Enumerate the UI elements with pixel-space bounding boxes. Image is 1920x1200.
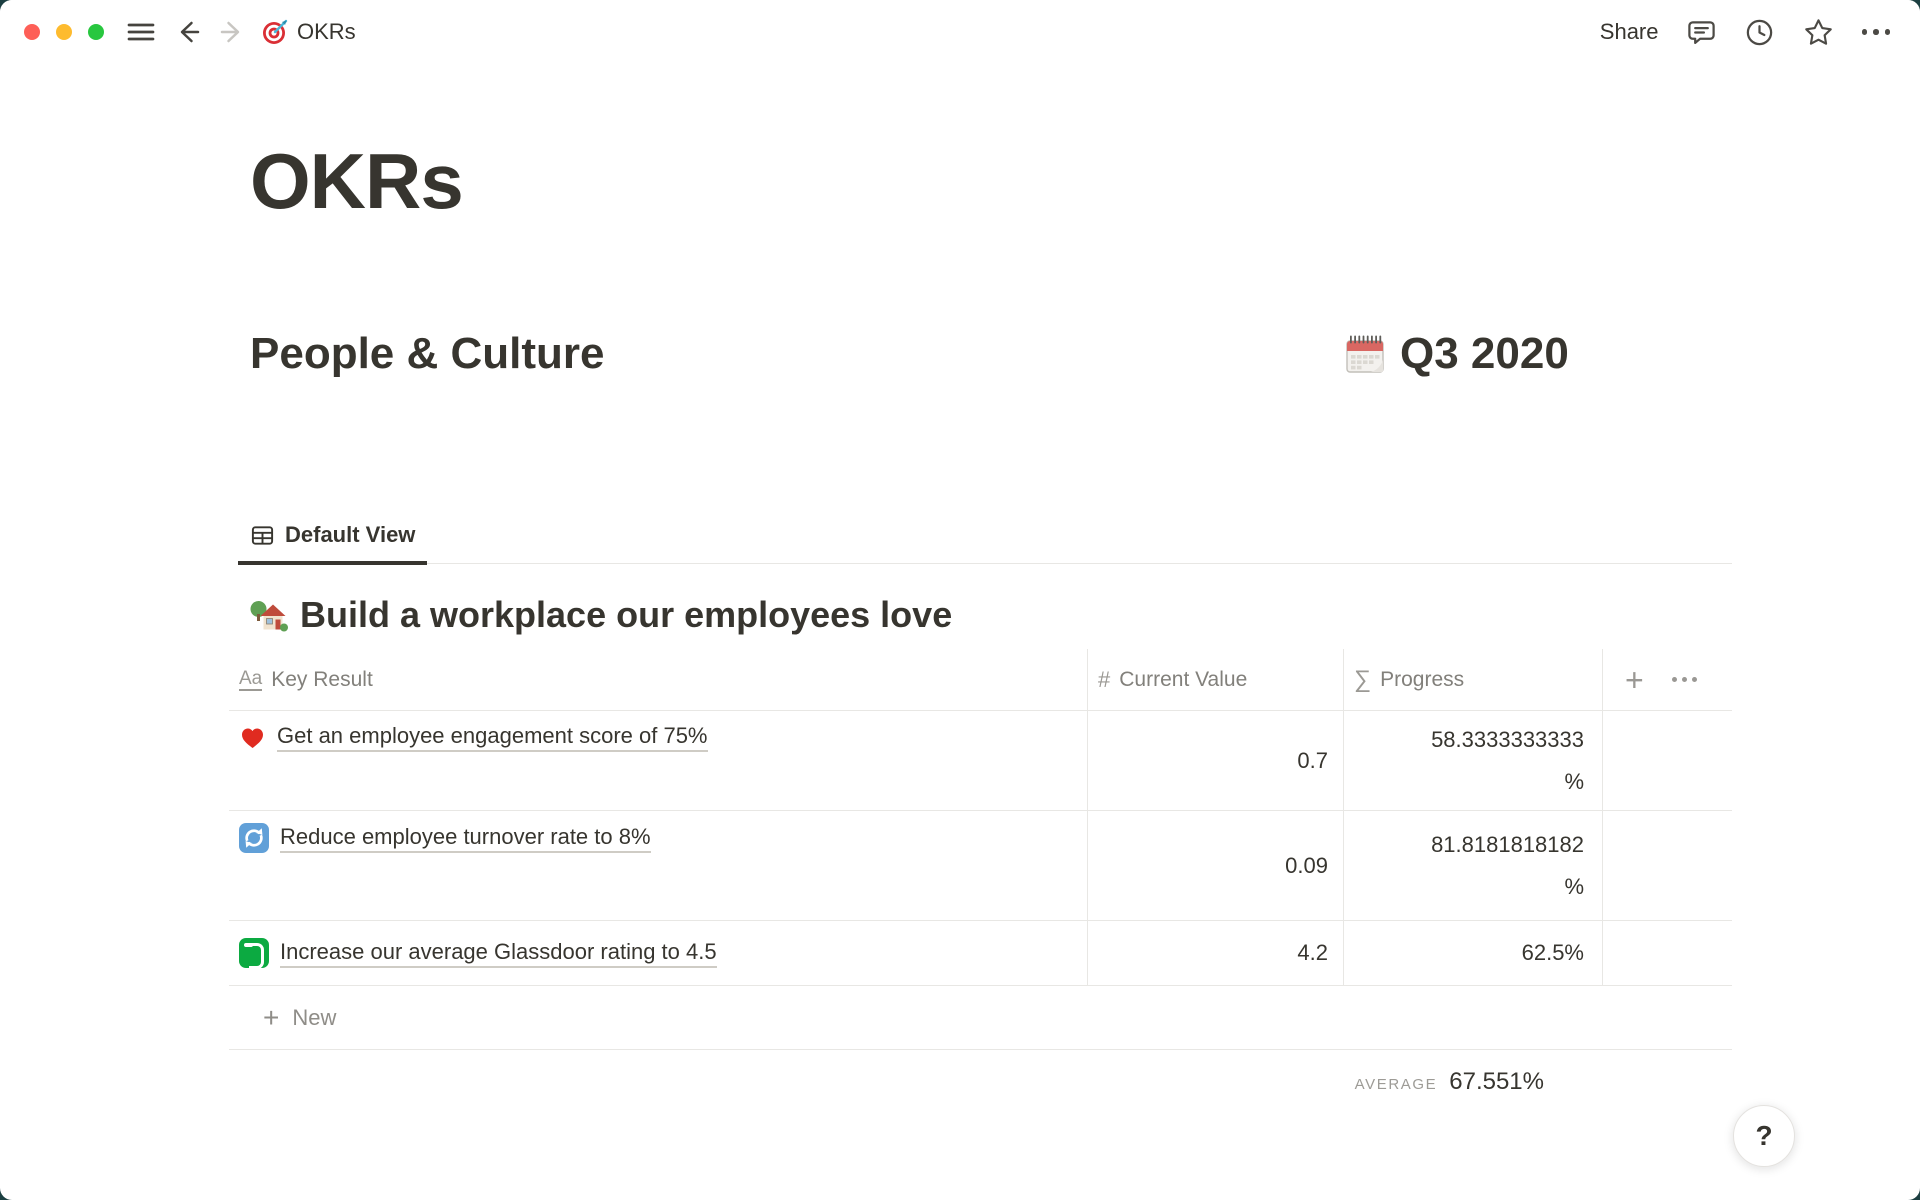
okr-table: Aa Key Result # Current Value ∑ Progress… [229,649,1732,1096]
window-titlebar: OKRs Share [0,0,1920,64]
key-result-cell[interactable]: Increase our average Glassdoor rating to… [229,921,1088,986]
navigate-back-button[interactable] [174,17,204,47]
close-window-button[interactable] [24,24,40,40]
favorite-button[interactable] [1802,16,1835,49]
breadcrumb[interactable]: OKRs [262,19,356,45]
table-options-button[interactable] [1671,673,1697,686]
progress-cell[interactable]: 81.8181818182 % [1344,811,1603,921]
add-column-button[interactable]: + [1625,661,1644,698]
empty-cell [1603,921,1732,985]
counterclockwise-arrows-icon [239,823,269,854]
arrow-right-icon [216,17,246,47]
key-result-link[interactable]: Increase our average Glassdoor rating to… [280,939,717,968]
objective-heading: Build a workplace our employees love [250,594,1920,635]
titlebar-actions: Share [1600,16,1890,49]
column-aggregate[interactable]: AVERAGE 67.551% [229,1068,1732,1096]
progress-cell[interactable]: 58.3333333333 % [1344,711,1603,811]
heading-row: People & Culture Q3 2020 [250,332,1732,378]
help-button[interactable]: ? [1733,1105,1795,1167]
spiral-calendar-icon [1343,332,1387,376]
clock-icon [1744,17,1775,48]
ellipsis-icon [1671,677,1677,683]
hamburger-icon [126,17,156,47]
more-options-button[interactable] [1861,29,1890,35]
new-row-label: New [292,1004,337,1030]
comment-bubble-icon [1686,17,1717,48]
quarter-heading: Q3 2020 [1343,332,1569,376]
zoom-window-button[interactable] [88,24,104,40]
minimize-window-button[interactable] [56,24,72,40]
objective-title: Build a workplace our employees love [300,594,953,635]
quarter-label: Q3 2020 [1400,329,1569,378]
page-content: OKRs People & Culture Q3 2020 Default Vi… [0,142,1920,1096]
aggregate-label: AVERAGE [1354,1076,1438,1094]
table-row: Get an employee engagement score of 75% … [229,711,1732,812]
formula-property-icon: ∑ [1354,665,1372,693]
empty-cell [1603,811,1732,920]
column-header-key-result[interactable]: Aa Key Result [229,649,1088,711]
target-and-dart-icon [262,19,288,45]
arrow-left-icon [174,17,204,47]
plus-icon: + [263,1001,280,1033]
number-property-icon: # [1098,666,1111,692]
traffic-lights [24,24,104,40]
updates-button[interactable] [1744,17,1775,48]
aggregate-value: 67.551% [1449,1068,1544,1096]
share-button[interactable]: Share [1599,19,1659,44]
database-views-bar: Default View [238,518,1732,565]
table-row: Increase our average Glassdoor rating to… [229,921,1732,987]
current-value-cell[interactable]: 0.09 [1088,811,1344,921]
current-value-cell[interactable]: 4.2 [1088,921,1344,986]
empty-cell [1603,711,1732,810]
current-value-cell[interactable]: 0.7 [1088,711,1344,811]
progress-cell[interactable]: 62.5% [1344,921,1603,986]
house-with-garden-icon [250,596,288,634]
comments-button[interactable] [1686,17,1717,48]
table-row: Reduce employee turnover rate to 8% 0.09… [229,811,1732,922]
title-property-icon: Aa [239,667,263,691]
column-label: Key Result [271,667,373,691]
star-icon [1802,16,1835,49]
key-result-cell[interactable]: Reduce employee turnover rate to 8% [229,811,1088,921]
navigate-forward-button[interactable] [216,17,246,47]
red-heart-icon [239,725,266,751]
page-title: OKRs [250,137,464,225]
tab-default-view[interactable]: Default View [238,518,428,565]
key-result-link[interactable]: Reduce employee turnover rate to 8% [280,824,651,853]
view-tab-label: Default View [285,522,416,547]
sidebar-menu-button[interactable] [126,17,156,47]
key-result-link[interactable]: Get an employee engagement score of 75% [277,723,708,753]
column-label: Current Value [1119,667,1248,691]
glassdoor-logo-icon [239,938,269,970]
section-heading: People & Culture [250,329,605,378]
column-header-current-value[interactable]: # Current Value [1088,649,1344,711]
key-result-cell[interactable]: Get an employee engagement score of 75% [229,711,1088,811]
breadcrumb-page-title: OKRs [297,19,356,44]
table-header-row: Aa Key Result # Current Value ∑ Progress… [229,649,1732,712]
new-row-button[interactable]: + New [229,986,1732,1051]
column-header-progress[interactable]: ∑ Progress [1344,649,1603,711]
ellipsis-icon [1861,29,1867,35]
table-view-icon [250,523,275,548]
header-actions: + [1603,649,1732,710]
column-label: Progress [1380,667,1465,691]
